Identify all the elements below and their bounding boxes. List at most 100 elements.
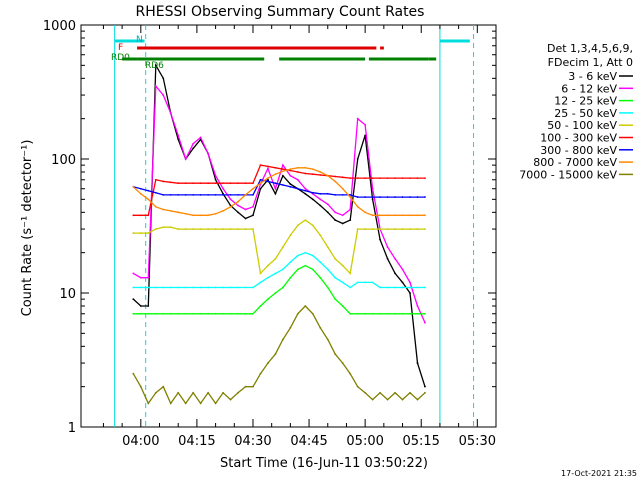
data-point xyxy=(237,391,239,394)
data-point xyxy=(349,219,352,221)
data-point xyxy=(199,286,202,289)
data-point xyxy=(379,238,381,241)
data-point xyxy=(304,192,307,195)
y-tick-label: 100 xyxy=(51,153,76,168)
data-point xyxy=(319,192,322,195)
data-point xyxy=(416,177,419,180)
data-point xyxy=(214,228,217,230)
data-point xyxy=(364,312,367,315)
data-point xyxy=(214,178,217,181)
data-point xyxy=(147,305,150,307)
series-line-2 xyxy=(132,84,426,323)
data-point xyxy=(229,312,232,315)
data-point xyxy=(207,193,210,196)
data-point xyxy=(237,204,239,207)
data-point xyxy=(132,185,135,188)
data-point xyxy=(364,134,367,137)
data-point xyxy=(364,196,367,198)
data-point xyxy=(424,385,426,388)
data-point xyxy=(304,305,307,307)
data-point xyxy=(259,372,262,375)
data-point xyxy=(304,187,307,190)
data-point xyxy=(319,326,322,329)
data-point xyxy=(252,286,254,289)
data-point xyxy=(169,312,172,315)
data-point xyxy=(394,391,396,394)
data-point xyxy=(147,286,150,289)
data-point xyxy=(371,312,374,315)
data-point xyxy=(379,196,381,198)
data-point xyxy=(334,193,337,196)
data-point xyxy=(169,112,172,115)
data-point xyxy=(192,391,195,394)
data-point xyxy=(177,228,180,230)
data-point xyxy=(222,182,224,185)
data-point xyxy=(274,272,277,275)
y-axis-label: Count Rate (s⁻¹ detector⁻¹) xyxy=(20,140,35,317)
data-point xyxy=(334,257,337,260)
data-point xyxy=(139,192,142,195)
data-point xyxy=(289,234,292,237)
data-point xyxy=(192,214,195,217)
data-point xyxy=(229,182,232,185)
data-point xyxy=(274,187,277,190)
data-point xyxy=(184,402,187,405)
data-point xyxy=(184,193,187,196)
data-point xyxy=(252,385,254,388)
series-line-5 xyxy=(133,219,425,275)
data-point xyxy=(222,391,224,394)
data-point xyxy=(147,276,150,279)
data-point xyxy=(281,174,284,177)
y-tick-label: 1000 xyxy=(43,19,76,34)
data-point xyxy=(319,276,322,279)
data-point xyxy=(139,187,142,190)
data-point xyxy=(341,187,344,190)
data-point xyxy=(334,211,337,214)
data-point xyxy=(177,211,180,214)
data-point xyxy=(147,189,150,192)
data-point xyxy=(139,305,142,307)
data-point xyxy=(356,385,359,388)
data-point xyxy=(386,214,389,217)
data-point xyxy=(379,228,381,230)
legend-label: 800 - 7000 keV xyxy=(533,156,617,169)
data-point xyxy=(169,226,172,229)
data-point xyxy=(356,177,359,180)
data-point xyxy=(199,182,202,185)
axis-ticks: 1 10 100 1000 04:00 04:15 04:30 04:45 05:00 05:15… xyxy=(43,19,497,449)
data-point xyxy=(222,228,224,230)
data-point xyxy=(177,391,180,394)
x-tick-label: 05:30 xyxy=(459,434,496,449)
data-point xyxy=(162,312,165,315)
data-point xyxy=(364,177,367,180)
series-line-7 xyxy=(133,179,425,198)
data-point xyxy=(311,191,314,194)
data-point xyxy=(244,208,247,211)
data-point xyxy=(289,174,292,177)
data-point xyxy=(199,228,202,230)
data-point xyxy=(259,281,262,284)
x-tick-label: 05:15 xyxy=(402,434,439,449)
data-point xyxy=(319,198,322,201)
data-point xyxy=(304,166,307,169)
data-point xyxy=(252,205,254,208)
data-point xyxy=(259,187,262,190)
data-point xyxy=(386,312,389,315)
data-point xyxy=(424,286,426,289)
data-point xyxy=(401,286,404,289)
data-point xyxy=(192,286,195,289)
data-point xyxy=(326,192,329,195)
data-point xyxy=(394,286,396,289)
data-point xyxy=(274,166,277,169)
data-point xyxy=(139,276,142,279)
data-point xyxy=(326,268,329,271)
data-point xyxy=(252,187,254,190)
data-point xyxy=(139,385,142,388)
data-point xyxy=(229,205,232,208)
data-point xyxy=(162,193,165,196)
legend-label: 25 - 50 keV xyxy=(554,107,617,120)
data-point xyxy=(267,180,269,183)
data-point xyxy=(349,312,352,315)
